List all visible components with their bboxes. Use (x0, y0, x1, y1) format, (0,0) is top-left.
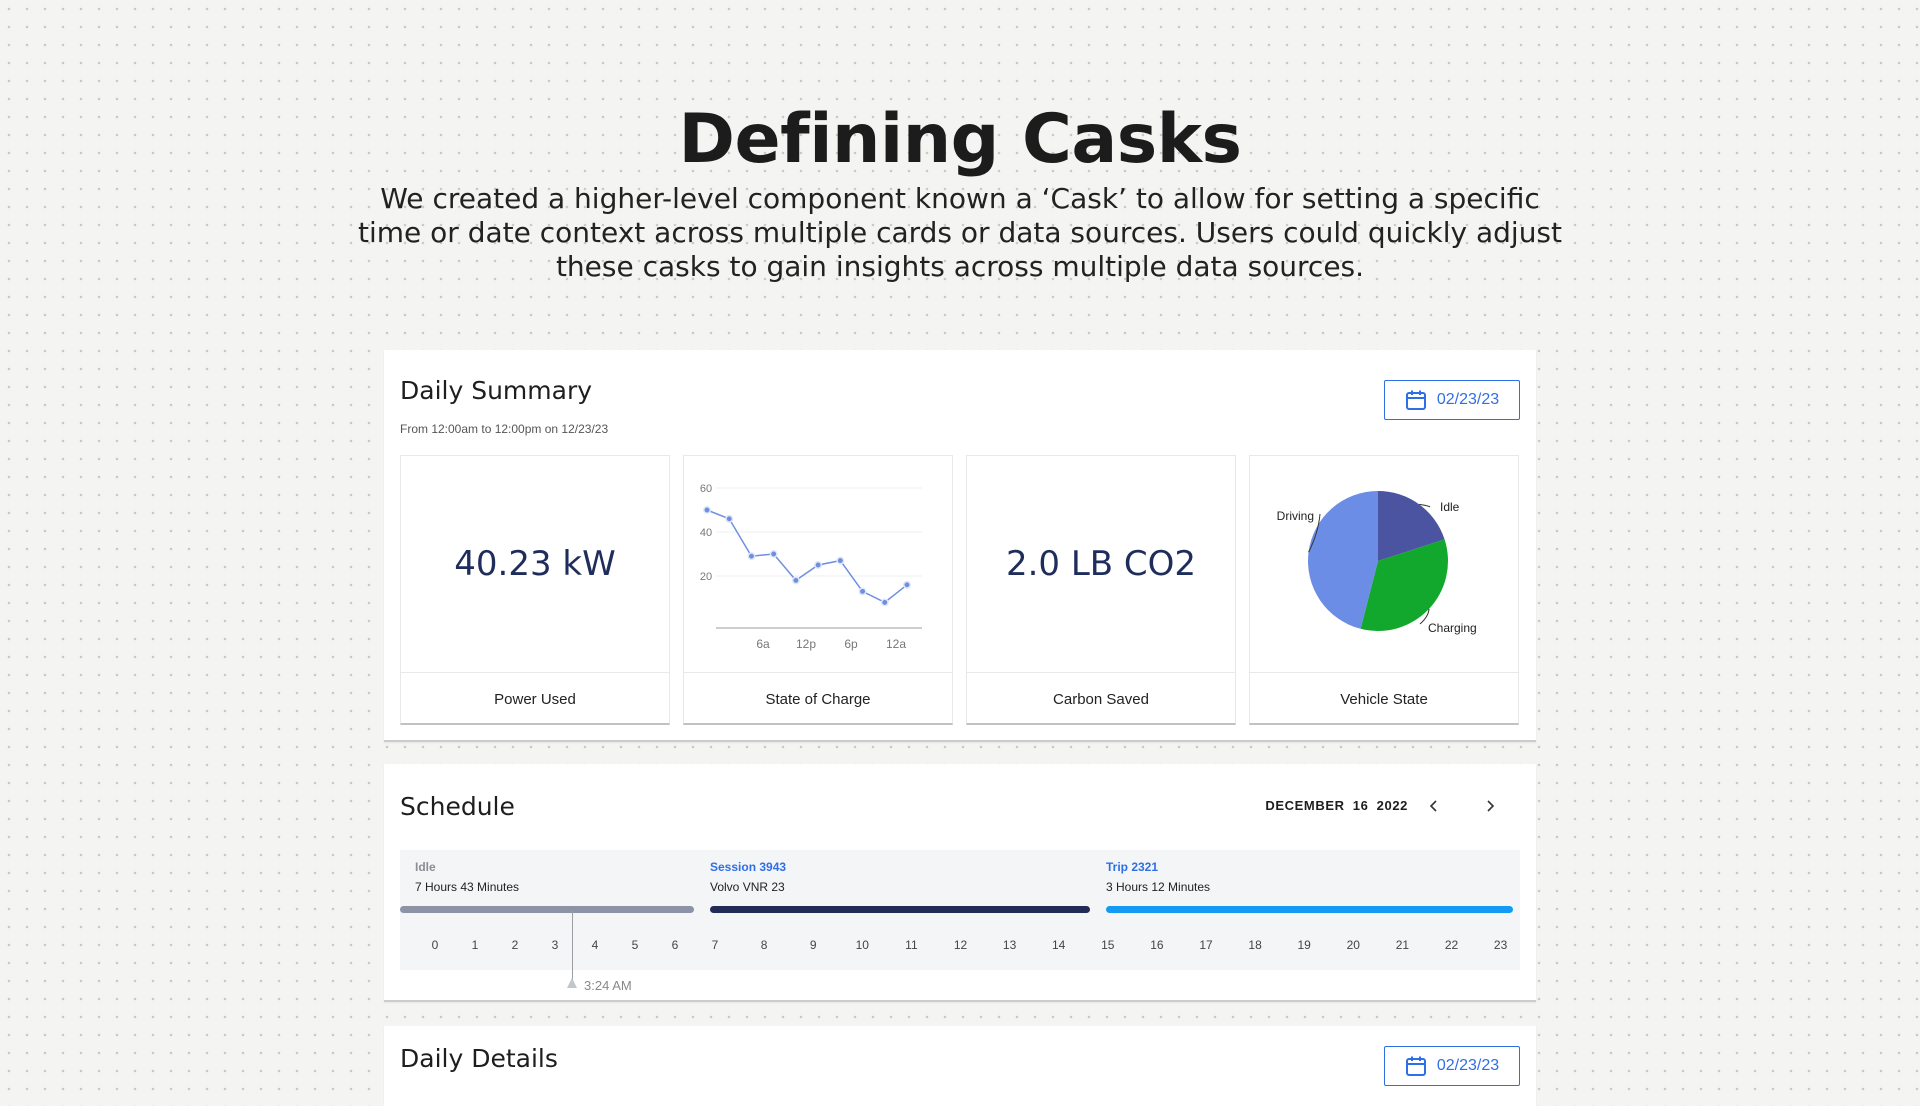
x-tick-label: 12a (886, 637, 906, 651)
state-of-charge-label: State of Charge (684, 672, 952, 725)
hour-label: 5 (631, 938, 639, 952)
hour-label: 23 (1493, 938, 1508, 952)
carbon-saved-label: Carbon Saved (967, 672, 1235, 725)
data-point (903, 580, 911, 589)
hour-label: 7 (711, 938, 719, 952)
current-time-marker-handle[interactable] (567, 978, 577, 988)
vehicle-state-card[interactable]: Idle Charging Driving Vehicle State (1249, 455, 1519, 725)
pie-label-connector (1308, 513, 1321, 553)
data-point (836, 556, 845, 565)
pie-label-idle: Idle (1440, 500, 1460, 514)
hour-label: 1 (471, 938, 479, 952)
vehicle-state-label: Vehicle State (1250, 672, 1518, 725)
schedule-title: Schedule (400, 792, 515, 821)
hour-label: 12 (953, 938, 968, 952)
segment-idle-bar[interactable] (400, 906, 694, 913)
state-of-charge-chart: 20 40 60 6a 12p 6p 12a (700, 483, 922, 651)
hour-label: 2 (511, 938, 519, 952)
data-point (769, 550, 778, 558)
schedule-date: DECEMBER 16 2022 (1265, 798, 1408, 813)
hour-label: 20 (1346, 938, 1360, 952)
segment-session-title[interactable]: Session 3943 (710, 860, 787, 874)
hour-label: 4 (591, 938, 599, 952)
pie-label-connector (1419, 608, 1430, 625)
y-tick-label: 60 (700, 483, 712, 495)
chevron-left-icon (1429, 800, 1437, 812)
data-point (814, 561, 823, 569)
page-description: We created a higher-level component know… (358, 182, 1562, 283)
hour-label: 18 (1248, 938, 1262, 952)
segment-idle-title: Idle (415, 860, 436, 874)
y-tick-label: 40 (700, 527, 712, 539)
data-point (791, 576, 800, 585)
current-time-label: 3:24 AM (584, 978, 632, 993)
data-point (858, 587, 867, 596)
segment-session-detail: Volvo VNR 23 (710, 880, 785, 894)
hour-label: 15 (1101, 938, 1115, 952)
daily-details-title: Daily Details (400, 1044, 558, 1073)
daily-summary-subtitle: From 12:00am to 12:00pm on 12/23/23 (400, 422, 609, 436)
y-tick-label: 20 (700, 571, 712, 583)
chevron-right-icon (1487, 800, 1495, 812)
state-of-charge-card[interactable]: 20 40 60 6a 12p 6p 12a State of Charge (683, 455, 953, 725)
details-date-picker-button[interactable]: 02/23/23 (1384, 1046, 1520, 1086)
pie-slice-idle (1378, 491, 1445, 561)
segment-session-bar[interactable] (710, 906, 1090, 913)
daily-details-panel: Daily Details 02/23/23 (384, 1026, 1536, 1106)
pie-label-connector (1419, 503, 1431, 508)
hour-label: 9 (809, 938, 817, 952)
date-picker-label: 02/23/23 (1436, 391, 1500, 408)
current-time-marker[interactable] (572, 910, 573, 988)
hour-label: 10 (855, 938, 869, 952)
carbon-saved-value: 2.0 LB CO2 (1005, 544, 1197, 584)
vehicle-state-chart: Idle Charging Driving (1277, 491, 1477, 635)
hour-label: 19 (1297, 938, 1311, 952)
details-date-picker-label: 02/23/23 (1436, 1057, 1500, 1074)
pie-label-driving: Driving (1277, 509, 1314, 523)
page-title: Defining Casks (678, 100, 1242, 179)
hour-label: 17 (1199, 938, 1213, 952)
previous-day-button[interactable] (1422, 794, 1446, 818)
power-used-label: Power Used (401, 672, 669, 725)
pie-label-charging: Charging (1428, 621, 1477, 635)
schedule-timeline: Idle 7 Hours 43 Minutes Session 3943 Vol… (400, 850, 1520, 970)
power-used-card[interactable]: 40.23 kW Power Used (400, 455, 670, 725)
schedule-panel: Schedule DECEMBER 16 2022 Idle 7 Hours 4… (384, 764, 1536, 1002)
x-tick-label: 6a (756, 637, 770, 651)
hour-label: 11 (905, 938, 918, 952)
hour-label: 14 (1052, 938, 1066, 952)
next-day-button[interactable] (1478, 794, 1502, 818)
hour-label: 6 (671, 938, 679, 952)
data-point (747, 552, 756, 561)
data-point (880, 598, 889, 607)
pie-slice-charging (1360, 539, 1448, 631)
segment-trip-detail: 3 Hours 12 Minutes (1106, 880, 1211, 894)
segment-trip-bar[interactable] (1106, 906, 1513, 913)
hour-label: 16 (1150, 938, 1164, 952)
hour-label: 13 (1002, 938, 1017, 952)
carbon-saved-card[interactable]: 2.0 LB CO2 Carbon Saved (966, 455, 1236, 725)
date-picker-button[interactable]: 02/23/23 (1384, 380, 1520, 420)
segment-trip-title[interactable]: Trip 2321 (1106, 860, 1159, 874)
pie-slice-driving (1307, 491, 1378, 629)
hour-label: 22 (1444, 938, 1459, 952)
x-tick-label: 6p (844, 637, 858, 651)
calendar-icon (1405, 1056, 1426, 1076)
hour-label: 21 (1395, 938, 1410, 952)
series-line (706, 509, 908, 604)
data-point (725, 514, 734, 523)
power-used-value: 40.23 kW (454, 544, 616, 584)
hour-label: 3 (551, 938, 559, 952)
daily-summary-title: Daily Summary (400, 376, 593, 405)
calendar-icon (1405, 390, 1426, 410)
daily-summary-panel: Daily Summary From 12:00am to 12:00pm on… (384, 350, 1536, 742)
data-point (703, 506, 711, 514)
segment-idle-detail: 7 Hours 43 Minutes (415, 880, 520, 894)
x-tick-label: 12p (796, 637, 816, 651)
hour-label: 0 (431, 938, 439, 952)
hour-label: 8 (760, 938, 768, 952)
